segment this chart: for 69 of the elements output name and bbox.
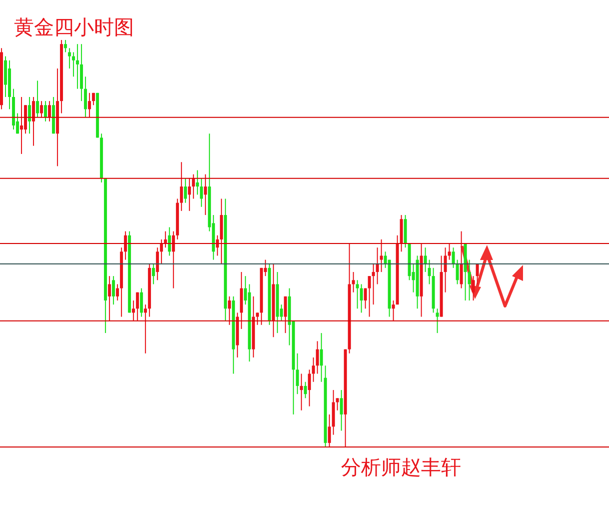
candlestick — [36, 80, 39, 118]
candlestick — [88, 92, 91, 118]
candlestick — [156, 247, 159, 281]
candlestick — [144, 304, 147, 354]
candlestick — [308, 369, 311, 407]
candlestick — [28, 96, 31, 134]
candlestick — [112, 276, 115, 306]
text: 分析师赵丰轩 — [341, 455, 461, 479]
candlestick — [168, 226, 171, 256]
candlestick — [32, 96, 35, 146]
candlestick — [192, 174, 195, 200]
candlestick — [368, 276, 371, 318]
candlestick — [204, 174, 207, 216]
candlestick — [392, 300, 395, 322]
candlestick — [452, 247, 455, 268]
candlestick — [116, 284, 119, 301]
candlestick — [152, 263, 155, 285]
candlestick — [92, 92, 95, 106]
candlestick — [448, 243, 451, 260]
candlestick — [72, 52, 75, 78]
candlestick — [300, 373, 303, 411]
candlestick — [184, 178, 187, 204]
candlestick — [160, 238, 163, 264]
candlestick — [340, 390, 343, 432]
candlestick — [380, 238, 383, 272]
candlestick — [172, 230, 175, 289]
candlestick — [476, 263, 479, 285]
candlestick — [68, 48, 71, 69]
candlestick — [428, 259, 431, 285]
candlestick — [456, 259, 459, 285]
candlestick — [468, 259, 471, 301]
candlestick — [424, 247, 427, 272]
candlestick — [84, 76, 87, 118]
candlestick — [364, 288, 367, 310]
candlestick — [312, 356, 315, 382]
candlestick — [64, 40, 67, 53]
candlestick — [48, 100, 51, 122]
candlestick — [40, 100, 43, 118]
candlestick — [188, 178, 191, 212]
candlestick — [76, 44, 79, 90]
candlestick — [228, 296, 231, 326]
candlestick — [444, 247, 447, 293]
candlestick — [316, 340, 319, 374]
candlestick — [140, 288, 143, 318]
candlestick — [356, 280, 359, 310]
candlestick — [108, 276, 111, 322]
candlestick — [200, 178, 203, 208]
candlestick — [196, 170, 199, 196]
candlestick — [132, 300, 135, 322]
candlestick — [376, 247, 379, 285]
candlestick — [460, 230, 463, 289]
chart-title: 黄金四小时图 — [14, 15, 134, 39]
candlestick — [352, 271, 355, 293]
candlestick — [44, 100, 47, 122]
candlestick — [304, 381, 307, 399]
candlestick — [336, 398, 339, 411]
candlestick — [256, 312, 259, 326]
candlestick — [20, 96, 23, 154]
candlestick — [320, 332, 323, 382]
candlestick — [436, 308, 439, 334]
candlestick — [472, 276, 475, 301]
candlestick — [296, 352, 299, 395]
candlestick — [284, 296, 287, 334]
candlestick — [328, 414, 331, 447]
candlestick — [360, 284, 363, 314]
candlestick — [372, 263, 375, 306]
candlestick — [180, 162, 183, 212]
candlestick — [136, 292, 139, 322]
candlestick — [124, 230, 127, 260]
